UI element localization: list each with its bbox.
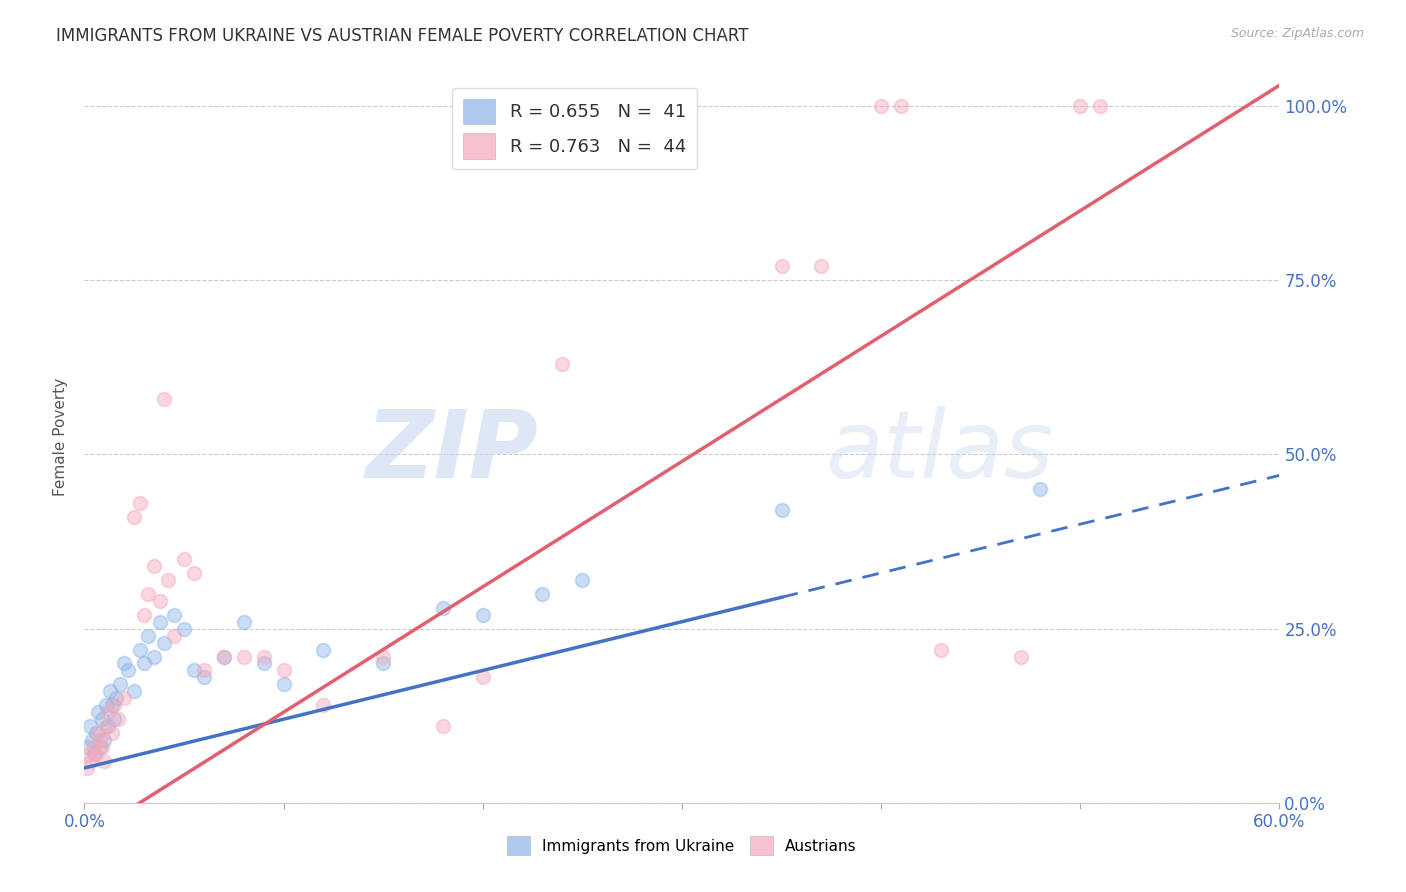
Point [193, 670, 215, 684]
Point [212, 649, 235, 664]
Point [91, 712, 114, 726]
Point [163, 607, 186, 622]
Point [929, 642, 952, 657]
Point [93, 754, 115, 768]
Point [132, 657, 156, 671]
Point [122, 510, 145, 524]
Point [212, 649, 235, 664]
Point [105, 691, 128, 706]
Point [232, 615, 254, 629]
Point [1010, 649, 1032, 664]
Point [143, 649, 166, 664]
Point [312, 698, 335, 713]
Point [770, 260, 793, 274]
Point [83, 740, 105, 755]
Text: IMMIGRANTS FROM UKRAINE VS AUSTRIAN FEMALE POVERTY CORRELATION CHART: IMMIGRANTS FROM UKRAINE VS AUSTRIAN FEMA… [56, 27, 749, 45]
Point [93, 733, 115, 747]
Point [432, 719, 454, 733]
Point [193, 664, 215, 678]
Point [96, 698, 118, 713]
Point [157, 573, 180, 587]
Point [112, 691, 135, 706]
Point [136, 587, 159, 601]
Point [132, 607, 156, 622]
Point [129, 496, 152, 510]
Point [153, 635, 176, 649]
Point [770, 503, 793, 517]
Point [98, 684, 121, 698]
Point [89, 740, 111, 755]
Point [273, 677, 295, 691]
Point [87, 726, 110, 740]
Point [107, 712, 129, 726]
Point [79, 719, 101, 733]
Point [101, 698, 124, 713]
Point [312, 642, 335, 657]
Point [91, 740, 114, 755]
Point [471, 607, 494, 622]
Point [82, 733, 104, 747]
Text: ZIP: ZIP [366, 406, 538, 498]
Point [810, 260, 832, 274]
Point [183, 664, 205, 678]
Point [173, 622, 195, 636]
Point [97, 719, 120, 733]
Point [117, 664, 139, 678]
Point [173, 552, 195, 566]
Point [101, 726, 124, 740]
Point [143, 558, 166, 573]
Point [1069, 99, 1091, 113]
Point [112, 657, 135, 671]
Point [1090, 99, 1112, 113]
Point [232, 649, 254, 664]
Point [149, 615, 172, 629]
Point [1029, 483, 1052, 497]
Point [122, 684, 145, 698]
Point [153, 392, 176, 406]
Point [571, 573, 593, 587]
Point [103, 698, 125, 713]
Y-axis label: Female Poverty: Female Poverty [53, 378, 69, 496]
Point [432, 600, 454, 615]
Point [83, 747, 105, 761]
Text: Source: ZipAtlas.com: Source: ZipAtlas.com [1230, 27, 1364, 40]
Point [86, 747, 108, 761]
Point [96, 719, 118, 733]
Point [89, 733, 111, 747]
Point [870, 99, 893, 113]
Point [373, 657, 395, 671]
Point [76, 761, 98, 775]
Point [103, 712, 125, 726]
Point [471, 670, 494, 684]
Point [110, 677, 132, 691]
Point [253, 657, 276, 671]
Point [136, 629, 159, 643]
Point [253, 649, 276, 664]
Text: atlas: atlas [825, 406, 1053, 497]
Point [273, 664, 295, 678]
Point [551, 357, 574, 371]
Point [77, 740, 100, 755]
Point [149, 594, 172, 608]
Legend: Immigrants from Ukraine, Austrians: Immigrants from Ukraine, Austrians [501, 830, 863, 861]
Point [183, 566, 205, 580]
Point [86, 726, 108, 740]
Point [163, 629, 186, 643]
Point [97, 705, 120, 719]
Point [890, 99, 912, 113]
Point [80, 754, 103, 768]
Point [79, 747, 101, 761]
Point [129, 642, 152, 657]
Point [373, 649, 395, 664]
Point [531, 587, 554, 601]
Point [87, 705, 110, 719]
